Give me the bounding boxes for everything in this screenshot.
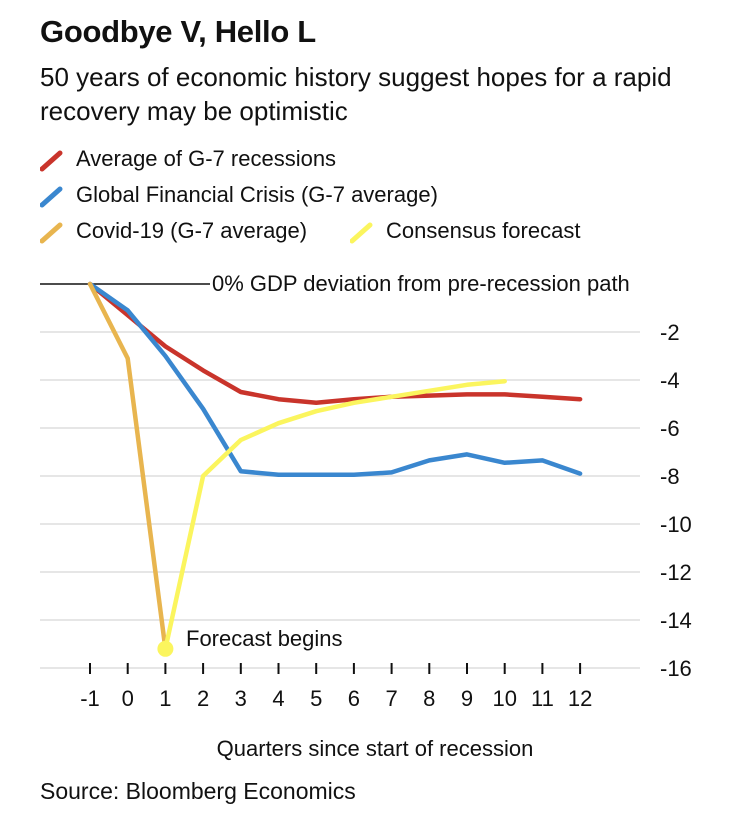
y-tick-label: -2	[660, 320, 680, 345]
legend-swatch-covid	[40, 222, 63, 244]
forecast-annotation: Forecast begins	[186, 626, 343, 651]
zero-line-label: 0% GDP deviation from pre-recession path	[212, 271, 630, 296]
x-axis-title: Quarters since start of recession	[217, 736, 534, 761]
legend-swatch-gfc	[40, 186, 63, 208]
x-tick-label: 5	[310, 686, 322, 711]
series-line-covid	[87, 281, 168, 652]
y-tick-label: -10	[660, 512, 692, 537]
x-tick-label: 7	[385, 686, 397, 711]
source-note: Source: Bloomberg Economics	[40, 778, 356, 804]
x-tick-label: 4	[272, 686, 284, 711]
x-tick-label: 2	[197, 686, 209, 711]
x-tick-label: 10	[492, 686, 516, 711]
forecast-start-marker	[157, 640, 174, 657]
x-tick-label: 11	[531, 686, 554, 711]
y-tick-label: -8	[660, 464, 680, 489]
x-tick-label: 0	[122, 686, 134, 711]
x-tick-label: -1	[80, 686, 100, 711]
legend-swatch-g7	[40, 150, 63, 172]
series-line-gfc	[87, 281, 583, 478]
y-tick-label: -6	[660, 416, 680, 441]
legend-label-g7: Average of G-7 recessions	[76, 146, 337, 171]
x-tick-label: 3	[235, 686, 247, 711]
y-tick-label: -4	[660, 368, 680, 393]
series-line-consensus-forecast	[163, 378, 507, 652]
y-tick-label: -16	[660, 656, 692, 681]
x-tick-label: 9	[461, 686, 473, 711]
series-line-g7-average	[87, 281, 583, 406]
chart-title: Goodbye V, Hello L	[40, 14, 316, 49]
legend-label-gfc: Global Financial Crisis (G-7 average)	[76, 182, 438, 207]
x-tick-label: 8	[423, 686, 435, 711]
x-tick-label: 6	[348, 686, 360, 711]
legend-label-forecast: Consensus forecast	[386, 218, 581, 243]
y-tick-label: -14	[660, 608, 692, 633]
x-tick-label: 12	[568, 686, 592, 711]
legend-swatch-forecast	[350, 222, 373, 244]
x-tick-label: 1	[159, 686, 171, 711]
chart-subtitle: 50 years of economic history suggest hop…	[40, 62, 672, 126]
legend-label-covid: Covid-19 (G-7 average)	[76, 218, 308, 243]
y-tick-label: -12	[660, 560, 692, 585]
